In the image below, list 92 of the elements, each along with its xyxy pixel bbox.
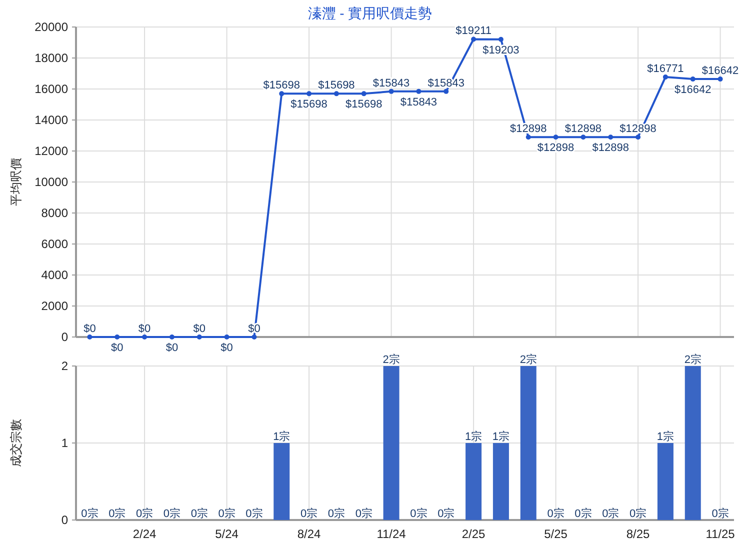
y-tick-label: 2 — [61, 359, 68, 373]
data-label: $0 — [166, 342, 178, 354]
point — [196, 334, 202, 340]
point — [608, 134, 614, 140]
data-label: 1宗 — [656, 430, 674, 443]
point — [334, 91, 339, 96]
x-tick-label: 5/24 — [215, 527, 239, 541]
x-tick-label: 11/25 — [706, 527, 736, 541]
y-tick-label: 8000 — [41, 206, 68, 220]
point — [169, 334, 174, 340]
point — [662, 74, 668, 80]
y-tick-label: 2000 — [41, 299, 68, 313]
data-label: 0宗 — [438, 507, 455, 520]
data-label: 1宗 — [492, 430, 510, 443]
point — [361, 91, 366, 96]
point — [553, 134, 558, 140]
data-label: $0 — [84, 323, 96, 335]
x-tick-label: 8/25 — [626, 527, 650, 541]
point — [718, 76, 723, 82]
y-tick-label: 1 — [61, 436, 68, 450]
data-label: $15698 — [290, 98, 328, 111]
data-label: 0宗 — [629, 507, 647, 520]
data-label: 0宗 — [574, 507, 592, 520]
data-label: 0宗 — [328, 507, 346, 520]
point — [306, 91, 312, 96]
point — [224, 334, 230, 340]
point — [580, 134, 586, 140]
data-label: $12898 — [564, 123, 602, 136]
data-label: $0 — [193, 323, 206, 335]
y-tick-label: 10000 — [34, 175, 68, 189]
y-tick-label: 0 — [61, 330, 68, 344]
data-label: 0宗 — [547, 507, 564, 520]
data-label: $15843 — [400, 96, 438, 108]
data-label: $12898 — [537, 142, 574, 154]
data-label: $12898 — [592, 142, 629, 154]
point — [416, 88, 422, 94]
y-tick-label: 16000 — [34, 82, 68, 96]
x-tick-label: 11/24 — [376, 527, 406, 541]
y-tick-label: 0 — [61, 513, 68, 527]
data-label: 0宗 — [246, 507, 263, 520]
y-tick-label: 14000 — [34, 113, 68, 127]
data-label: 1宗 — [273, 430, 290, 443]
point — [636, 134, 641, 140]
point — [114, 334, 120, 340]
data-label: $15698 — [346, 98, 382, 111]
point — [498, 36, 504, 42]
point — [142, 334, 148, 340]
y-tick-label: 20000 — [34, 20, 68, 34]
data-label: 0宗 — [163, 507, 181, 520]
data-label: $19211 — [456, 25, 492, 38]
data-label: 0宗 — [190, 507, 208, 520]
data-label: 0宗 — [108, 507, 126, 520]
data-label: 1宗 — [464, 430, 482, 443]
y-axis-title: 成交宗數 — [9, 419, 23, 467]
data-label: $15698 — [318, 80, 355, 92]
data-label: $15698 — [263, 80, 300, 92]
y-tick-label: 12000 — [34, 144, 68, 158]
data-label: 2宗 — [684, 353, 702, 366]
point — [252, 334, 257, 340]
data-label: $15843 — [372, 77, 410, 90]
point — [388, 88, 394, 94]
data-label: $16642 — [674, 84, 712, 96]
y-tick-label: 18000 — [34, 51, 68, 65]
x-tick-label: 2/25 — [462, 527, 486, 541]
chart-title: 溱灃 - 實用呎價走勢 — [308, 5, 432, 21]
point — [279, 91, 284, 96]
data-label: $0 — [138, 323, 151, 335]
data-label: 0宗 — [410, 507, 428, 520]
point — [87, 334, 92, 340]
data-label: 0宗 — [712, 507, 729, 520]
point — [444, 88, 449, 94]
x-tick-label: 8/24 — [297, 527, 322, 541]
point — [471, 36, 476, 42]
data-label: 2宗 — [382, 353, 400, 366]
y-tick-label: 4000 — [41, 268, 68, 282]
data-label: 2宗 — [520, 353, 537, 366]
point — [690, 76, 696, 82]
y-axis-title: 平均呎價 — [9, 158, 23, 206]
y-tick-label: 6000 — [41, 237, 68, 251]
data-label: 0宗 — [136, 507, 154, 520]
point — [526, 134, 531, 140]
x-tick-label: 2/24 — [132, 527, 157, 541]
data-label: 0宗 — [602, 507, 620, 520]
data-label: $16771 — [647, 63, 684, 76]
data-label: 0宗 — [300, 507, 318, 520]
data-label: $0 — [220, 342, 233, 354]
data-label: 0宗 — [355, 507, 372, 520]
data-label: $0 — [111, 342, 124, 354]
x-tick-label: 5/25 — [544, 527, 568, 541]
data-label: 0宗 — [218, 507, 236, 520]
data-label: 0宗 — [81, 507, 98, 520]
data-label: $16642 — [702, 65, 739, 78]
